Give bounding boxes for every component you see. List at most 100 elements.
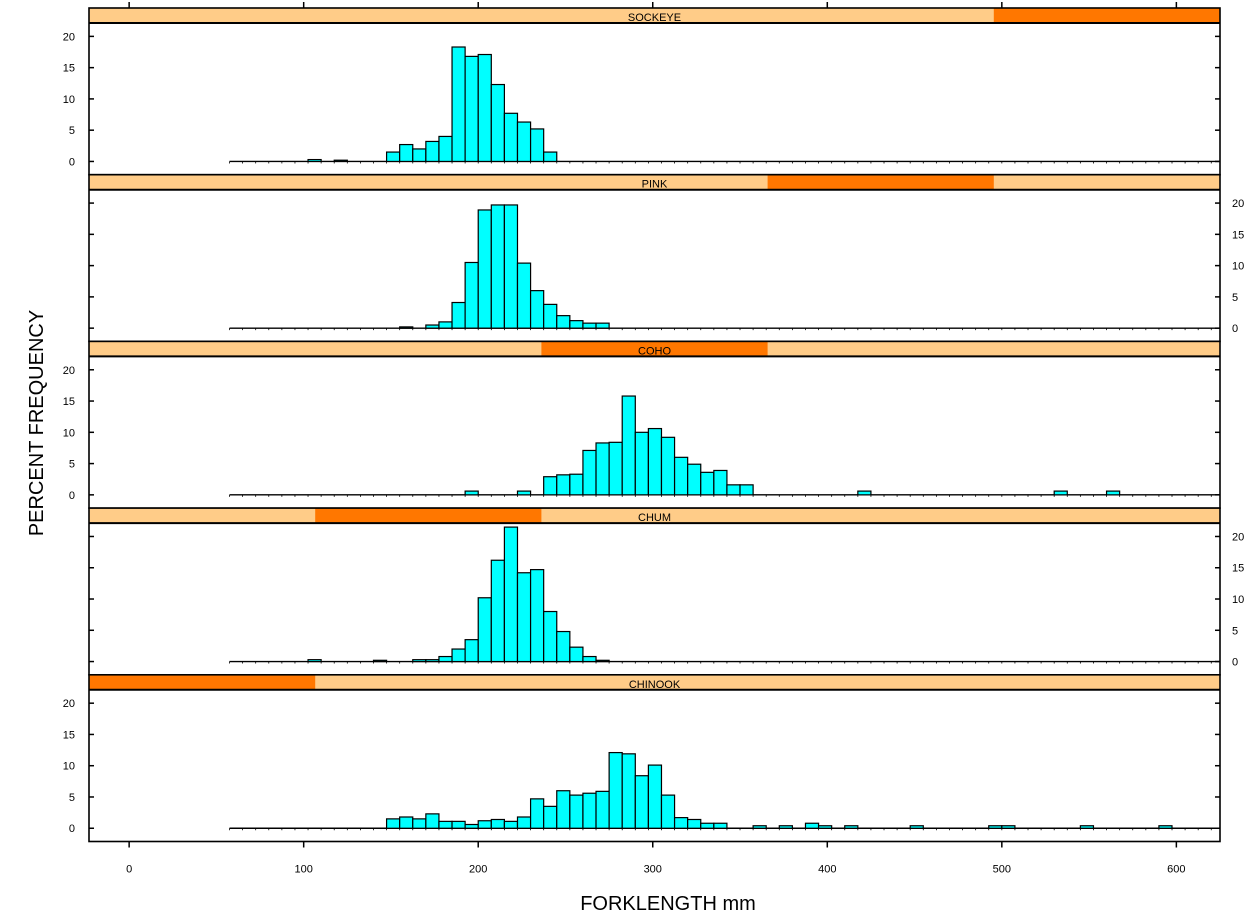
- bar: [582, 322, 597, 329]
- y-tick-label: 10: [63, 94, 75, 106]
- bar: [516, 490, 532, 496]
- x-axis: 0 100 200 300 400 500 600: [126, 2, 1186, 876]
- bar: [503, 526, 519, 663]
- y-tick-label: 5: [1232, 292, 1238, 304]
- x-tick-label: 500: [993, 864, 1011, 876]
- bar: [438, 820, 453, 829]
- bar: [660, 436, 676, 496]
- x-tick-label: 300: [644, 864, 662, 876]
- x-tick-label: 200: [469, 864, 487, 876]
- panel-frame: [88, 173, 1221, 343]
- x-axis-title: FORKLENGTH mm: [580, 893, 756, 915]
- bar: [529, 128, 545, 163]
- bar: [399, 326, 414, 329]
- bar: [687, 818, 702, 829]
- bar: [595, 790, 610, 829]
- bar: [425, 659, 440, 663]
- y-tick-label: 10: [63, 761, 75, 773]
- y-tick-label: 20: [1232, 198, 1244, 210]
- bar: [1105, 490, 1121, 496]
- strip-label: COHO: [638, 345, 671, 357]
- bar: [490, 83, 505, 163]
- panel-pink: PINK 0 5 10 15 20: [88, 173, 1244, 343]
- bar: [412, 659, 427, 663]
- panel-chinook: CHINOOK 0 5 10 15 20: [63, 673, 1221, 843]
- panel-frame: [88, 7, 1221, 176]
- bar: [608, 751, 623, 829]
- bar: [621, 395, 636, 496]
- y-tick-label: 0: [1232, 657, 1238, 669]
- bar: [556, 315, 571, 329]
- bar: [1053, 490, 1068, 496]
- bar: [988, 825, 1003, 829]
- bar: [516, 572, 532, 663]
- bar: [451, 820, 466, 829]
- panel-frame: [88, 673, 1221, 843]
- x-tick-label: 600: [1167, 864, 1185, 876]
- bar: [595, 659, 610, 663]
- bar: [543, 303, 558, 329]
- y-tick-label: 20: [1232, 531, 1244, 543]
- bar: [477, 209, 492, 329]
- panel-coho: COHO 0 5 10 15 20: [63, 340, 1221, 509]
- bar: [556, 630, 571, 663]
- bar: [529, 569, 545, 663]
- bar: [451, 46, 466, 163]
- bar: [307, 659, 322, 663]
- bar: [490, 818, 505, 829]
- bar: [490, 204, 505, 329]
- y-axis-title: PERCENT FREQUENCY: [26, 310, 48, 536]
- bar: [595, 322, 610, 329]
- bar: [582, 449, 597, 496]
- bar: [1079, 825, 1095, 829]
- bar: [647, 764, 663, 829]
- bar: [385, 151, 401, 163]
- bar: [909, 825, 924, 829]
- panel-sockeye: SOCKEYE 0 5 10 15 20: [63, 7, 1221, 176]
- strip-highlight: [89, 674, 316, 690]
- bar: [608, 441, 623, 496]
- panels-layer: SOCKEYE05101520PINK05101520COHO05101520C…: [63, 7, 1244, 843]
- bar: [673, 456, 689, 496]
- bar: [438, 655, 453, 663]
- y-tick-label: 20: [63, 365, 75, 377]
- bar: [687, 463, 702, 496]
- bar: [647, 427, 663, 496]
- y-tick-label: 20: [63, 698, 75, 710]
- bar: [529, 290, 545, 329]
- bar: [464, 261, 479, 329]
- bar: [372, 659, 388, 663]
- y-tick-label: 0: [1232, 323, 1238, 335]
- y-tick-label: 15: [63, 729, 75, 741]
- y-tick-label: 5: [69, 792, 75, 804]
- bar: [752, 825, 767, 829]
- y-tick-label: 15: [63, 396, 75, 408]
- bar: [543, 151, 558, 163]
- bar: [412, 818, 427, 829]
- bar: [1158, 825, 1173, 829]
- bar: [516, 262, 532, 329]
- y-tick-label: 0: [69, 490, 75, 502]
- bar: [569, 320, 584, 329]
- bar: [556, 790, 571, 829]
- y-tick-label: 5: [1232, 625, 1238, 637]
- y-tick-label: 0: [69, 156, 75, 168]
- bar: [464, 55, 479, 163]
- y-tick-label: 10: [63, 427, 75, 439]
- bar: [464, 490, 479, 496]
- bar: [700, 822, 715, 829]
- bar: [425, 813, 440, 829]
- bar: [569, 646, 584, 663]
- y-tick-label: 10: [1232, 261, 1244, 273]
- bar: [477, 53, 492, 163]
- y-tick-label: 15: [1232, 229, 1244, 241]
- bar: [726, 484, 741, 496]
- bar: [425, 324, 440, 329]
- bar: [582, 655, 597, 663]
- strip-background: [89, 8, 1220, 23]
- x-tick-label: 400: [818, 864, 836, 876]
- bar: [529, 798, 545, 829]
- bar: [621, 753, 636, 829]
- bar: [569, 473, 584, 496]
- bar: [464, 823, 479, 829]
